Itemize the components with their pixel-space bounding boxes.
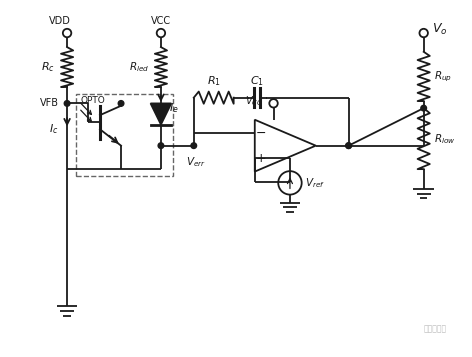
Circle shape — [346, 143, 352, 149]
Text: VDD: VDD — [49, 16, 71, 26]
Text: $R_{up}$: $R_{up}$ — [434, 70, 452, 84]
Text: $+$: $+$ — [255, 152, 266, 165]
Text: $R_c$: $R_c$ — [42, 60, 55, 74]
Circle shape — [191, 143, 196, 149]
Text: $I_e$: $I_e$ — [169, 101, 179, 115]
Polygon shape — [151, 104, 171, 125]
Text: $-$: $-$ — [255, 126, 266, 139]
Text: $V_{err}$: $V_{err}$ — [186, 155, 206, 169]
Text: VFB: VFB — [40, 99, 59, 109]
Circle shape — [118, 101, 124, 106]
Circle shape — [421, 105, 427, 111]
Text: OPTO: OPTO — [80, 96, 105, 105]
Bar — [76, 94, 173, 176]
Circle shape — [158, 143, 164, 149]
Circle shape — [64, 101, 70, 106]
Text: $I_c$: $I_c$ — [49, 122, 59, 136]
Text: $V_o$: $V_o$ — [432, 22, 447, 37]
Text: $V_{ref}$: $V_{ref}$ — [305, 176, 325, 190]
Text: 电路一点通: 电路一点通 — [424, 325, 447, 333]
Text: $C_1$: $C_1$ — [250, 75, 264, 88]
Text: $V_{CC}$: $V_{CC}$ — [245, 94, 263, 108]
Text: $R_{low}$: $R_{low}$ — [434, 132, 455, 146]
Text: VCC: VCC — [151, 16, 171, 26]
Text: $R_{led}$: $R_{led}$ — [129, 60, 149, 74]
Text: $R_1$: $R_1$ — [207, 75, 221, 88]
Circle shape — [346, 143, 352, 149]
